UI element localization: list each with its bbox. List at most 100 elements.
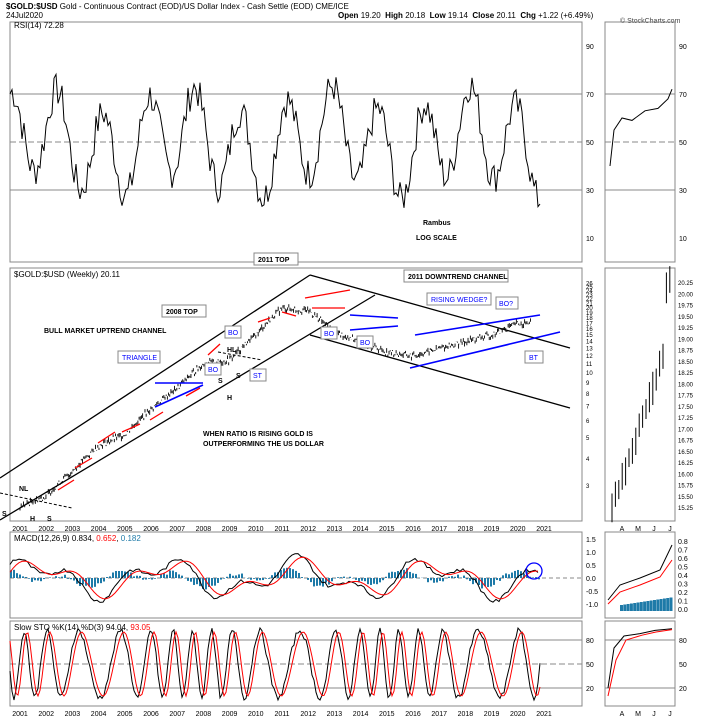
macd-hist-bar — [187, 578, 189, 581]
macd-hist-bar — [13, 569, 15, 578]
sto-x-tick-label: 2004 — [91, 711, 107, 718]
macd-hist-bar — [412, 573, 414, 578]
macd-hist-bar — [43, 578, 45, 580]
price-inset-y-tick-label: 17.25 — [678, 416, 694, 422]
macd-hist-bar — [133, 576, 135, 578]
inset-month-label: J — [652, 711, 656, 718]
macd-line — [9, 553, 539, 603]
bo-box-3 — [320, 326, 338, 340]
sto-x-tick-label: 2012 — [300, 711, 316, 718]
macd-signal-line — [9, 556, 538, 600]
macd-hist-bar — [301, 577, 303, 578]
price-x-tick-label: 2003 — [65, 526, 81, 533]
price-x-tick-label: 2006 — [143, 526, 159, 533]
sto-x-tick-label: 2017 — [431, 711, 447, 718]
price-inset-y-tick-label: 18.25 — [678, 371, 694, 377]
chg-value: +1.22 (+6.49%) — [538, 11, 594, 20]
macd-hist-bar — [160, 574, 162, 578]
sto-x-tick-label: 2009 — [222, 711, 238, 718]
sto-inset-y-tick-label: 50 — [679, 662, 687, 669]
macd-hist-bar — [517, 569, 519, 578]
macd-hist-bar — [106, 577, 108, 578]
macd-inset-hist-bar — [623, 604, 627, 611]
rsi-y-tick-label: 30 — [586, 188, 594, 195]
price-y-tick-label: 23 — [586, 293, 593, 299]
macd-inset-hist-bar — [653, 600, 656, 611]
macd-hist-bar — [496, 578, 498, 581]
price-y-tick-label: 14 — [586, 340, 593, 346]
nl-label: NL — [19, 486, 29, 493]
sto-x-tick-label: 2016 — [405, 711, 421, 718]
bo-label-4: BO — [360, 340, 371, 347]
macd-inset-hist-bar — [669, 597, 673, 611]
price-inset-y-tick-label: 16.75 — [678, 439, 694, 445]
sto-y-tick-label: 50 — [586, 662, 594, 669]
price-inset-y-tick-label: 15.25 — [678, 506, 694, 512]
macd-hist-bar — [247, 578, 249, 579]
macd-hist-bar — [505, 573, 507, 578]
bo-box-2 — [224, 325, 242, 339]
red-flag-line — [74, 457, 93, 469]
macd-inset-hist-bar — [662, 598, 666, 611]
st-box — [249, 368, 267, 382]
red-flag-line — [185, 387, 201, 397]
price-inset-y-tick-label: 19.75 — [678, 304, 694, 310]
bt-label: BT — [529, 355, 539, 362]
macd-hist-bar — [490, 578, 492, 587]
macd-hist-bar — [109, 576, 111, 578]
macd-hist-bar — [403, 569, 405, 578]
macd-hist-bar — [103, 578, 105, 582]
price-x-tick-label: 2017 — [431, 526, 447, 533]
sto-y-tick-label: 20 — [586, 686, 594, 693]
sto-x-tick-label: 2003 — [65, 711, 81, 718]
macd-inset-hist-bar — [620, 605, 623, 611]
channel-line — [309, 274, 571, 349]
macd-hist-bar — [139, 575, 141, 578]
macd-hist-bar — [55, 576, 57, 578]
macd-hist-bar — [502, 575, 504, 578]
inset-month-label: A — [620, 526, 625, 533]
macd-hist-bar — [73, 578, 75, 581]
inset-month-label: J — [668, 711, 672, 718]
price-y-tick-label: 9 — [586, 381, 590, 387]
macd-hist-bar — [67, 578, 69, 579]
macd-hist-bar — [379, 578, 381, 583]
blue-trendline — [154, 384, 204, 408]
sto-k-value: 94.04 — [106, 623, 127, 632]
price-y-tick-label: 24 — [586, 289, 593, 295]
price-y-tick-label: 16 — [586, 327, 593, 333]
macd-hist-bar — [430, 578, 432, 581]
macd-hist-bar — [436, 578, 438, 583]
bo-box-1 — [204, 362, 222, 376]
macd-hist-value: 0.182 — [121, 534, 142, 543]
rsi-y-tick-label: 70 — [586, 92, 594, 99]
price-y-tick-label: 19 — [586, 311, 593, 317]
macd-value: 0.834 — [72, 534, 93, 543]
macd-hist-bar — [154, 578, 156, 579]
top-2011-label: 2011 TOP — [258, 257, 290, 264]
macd-hist-bar — [319, 578, 321, 586]
price-x-tick-label: 2008 — [196, 526, 212, 533]
sto-x-tick-label: 2007 — [169, 711, 185, 718]
channel-line — [0, 294, 376, 521]
price-x-tick-label: 2002 — [38, 526, 54, 533]
macd-hist-bar — [31, 578, 33, 582]
macd-inset-hist-bar — [633, 603, 637, 611]
macd-hist-bar — [313, 578, 315, 587]
price-y-tick-label: 11 — [586, 362, 593, 368]
rsi-layer: 10 10 30 30 50 50 70 70 90 90 — [9, 44, 687, 243]
macd-hist-bar — [262, 578, 264, 581]
sto-d-value: 93.05 — [130, 623, 151, 632]
macd-hist-bar — [316, 578, 318, 586]
macd-hist-bar — [127, 572, 129, 578]
macd-hist-bar — [253, 578, 255, 579]
red-flag-line — [304, 289, 351, 299]
sto-x-tick-label: 2019 — [484, 711, 500, 718]
sto-x-tick-label: 2018 — [458, 711, 474, 718]
red-flag-line — [57, 479, 75, 491]
macd-hist-bar — [22, 576, 24, 578]
sto-x-tick-label: 2005 — [117, 711, 133, 718]
macd-hist-bar — [355, 578, 357, 580]
price-inset-y-tick-label: 17.75 — [678, 394, 694, 400]
macd-inset-hist-bar — [639, 602, 643, 611]
